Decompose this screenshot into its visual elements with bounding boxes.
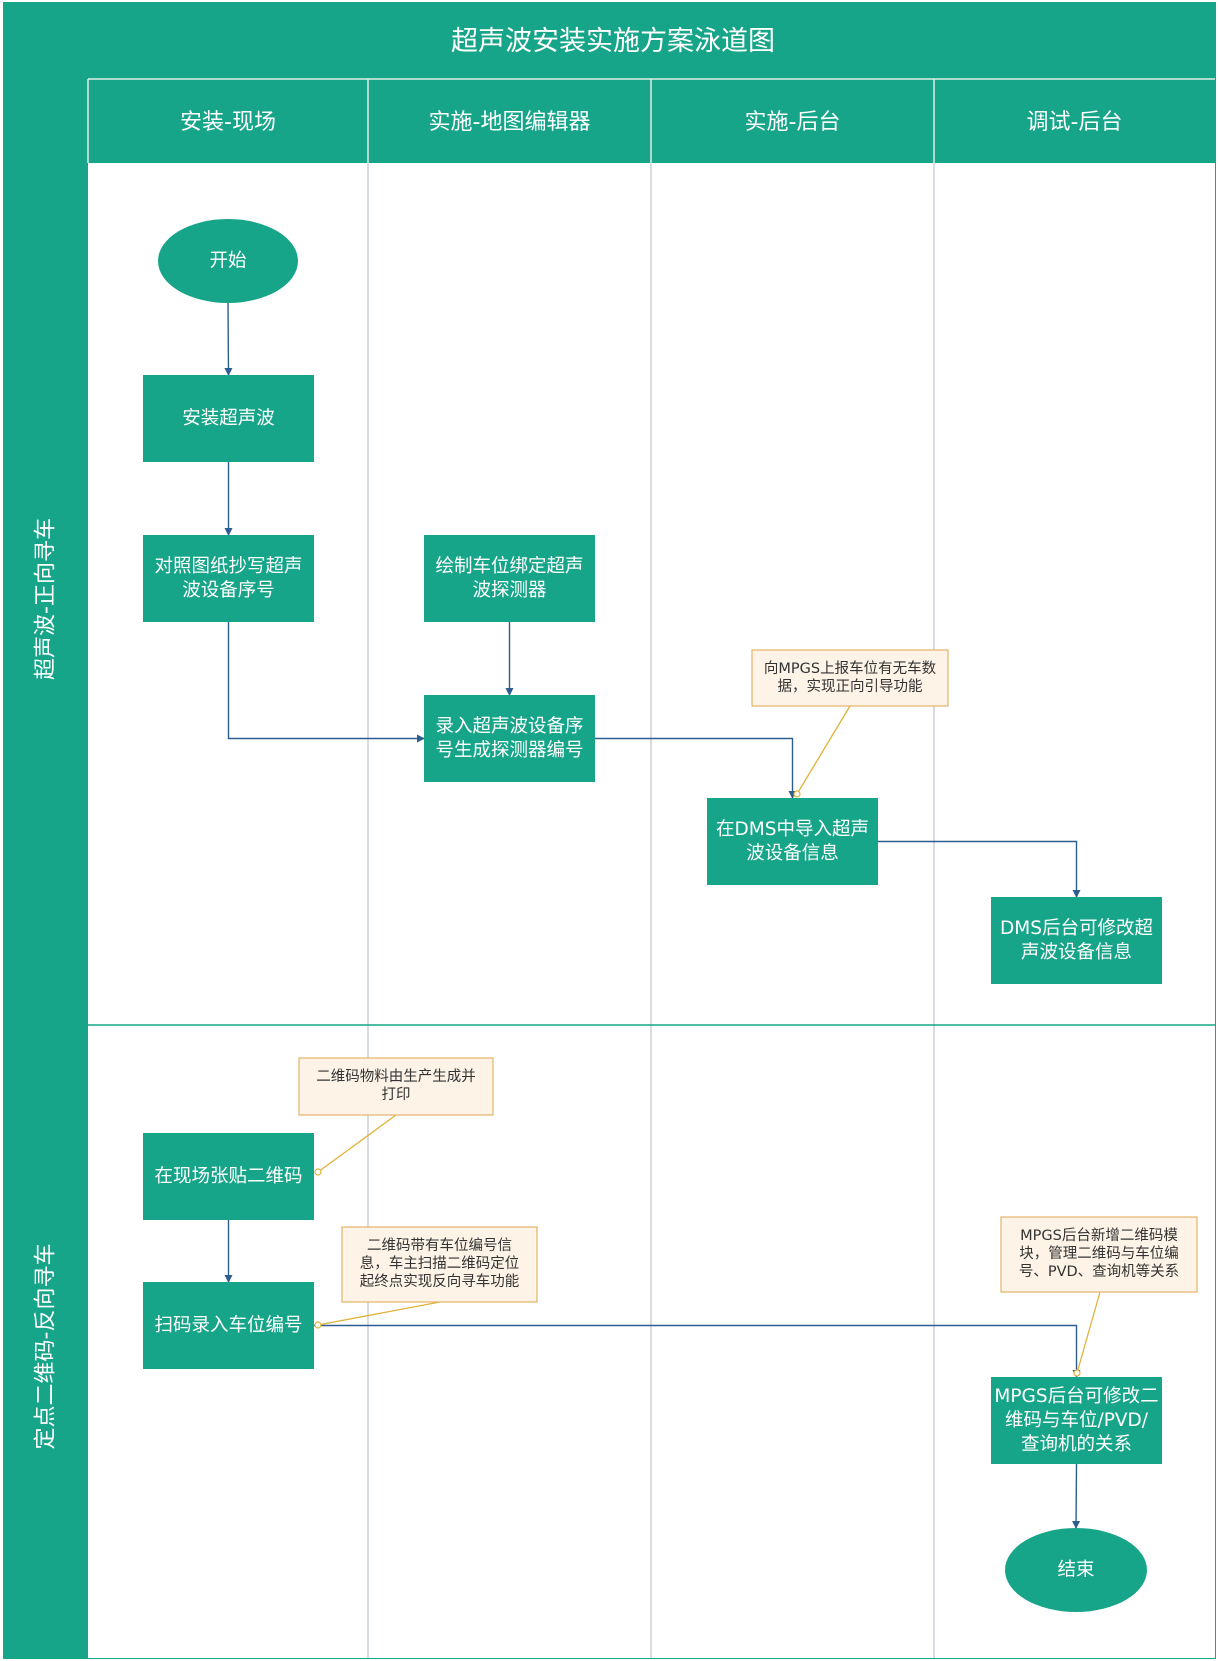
annotation-anchor (314, 1321, 322, 1329)
node-label: 录入超声波设备序 (435, 716, 583, 737)
annotation-text: 号、PVD、查询机等关系 (1019, 1262, 1179, 1280)
node-shape (143, 375, 314, 462)
annotation-text: 打印 (382, 1086, 411, 1103)
node-label: 绘制车位绑定超声 (435, 556, 583, 577)
annotation-text: 二维码带有车位编号信 (367, 1237, 512, 1254)
node-install-ultrasonic: 安装超声波 (143, 375, 314, 462)
node-shape (707, 798, 878, 885)
annotation-box (341, 1226, 538, 1303)
edge-mpgs-modify-to-end (1072, 1463, 1081, 1529)
annotation-link (317, 1114, 397, 1173)
node-shape (424, 535, 595, 622)
node-label: 扫码录入车位编号 (154, 1315, 302, 1336)
node-label: 波设备序号 (182, 580, 275, 601)
column-header-4: 调试-后台 (1027, 110, 1123, 135)
node-shape (1005, 1528, 1147, 1612)
node-label: 对照图纸抄写超声 (154, 556, 302, 577)
node-label: 开始 (209, 251, 246, 272)
annotation-box (298, 1057, 494, 1116)
annotation-box (751, 649, 949, 707)
node-label: 在DMS中导入超声 (716, 819, 869, 840)
annotation-anchor (793, 790, 801, 798)
edge-copy-serial-to-enter-serial (227, 622, 425, 743)
node-end: 结束 (1005, 1528, 1147, 1612)
annotation-box (1000, 1216, 1198, 1293)
node-shape (991, 1377, 1162, 1464)
edge-dms-import-to-dms-modify (878, 840, 1081, 898)
annotation-text: 息，车主扫描二维码定位 (360, 1255, 520, 1272)
node-label: 号生成探测器编号 (435, 740, 583, 761)
row-label-2: 定点二维码-反向寻车 (34, 1244, 59, 1450)
node-shape (158, 219, 298, 303)
annotation-text: 块，管理二维码与车位编 (1019, 1245, 1179, 1262)
annotation-text: 二维码物料由生产生成并 (316, 1068, 476, 1085)
annotation-link (796, 705, 851, 795)
node-shape (143, 1282, 314, 1369)
node-shape (143, 535, 314, 622)
edge-scan-qr-to-mpgs-modify (314, 1324, 1081, 1378)
node-scan-qr: 扫码录入车位编号 (143, 1282, 314, 1369)
annotation-anchor (1073, 1369, 1081, 1377)
node-post-qr: 在现场张贴二维码 (143, 1133, 314, 1220)
node-label: 波探测器 (472, 580, 546, 601)
annotation-link (317, 1301, 441, 1326)
node-label: 维码与车位/PVD/ (1005, 1410, 1149, 1431)
annotation-text: 据，实现正向引导功能 (778, 678, 923, 695)
node-shape (143, 1133, 314, 1220)
diagram-title: 超声波安装实施方案泳道图 (451, 26, 775, 57)
node-shape (991, 897, 1162, 984)
node-label: 结束 (1057, 1560, 1094, 1581)
column-header-3: 实施-后台 (745, 110, 841, 135)
node-shape (424, 695, 595, 782)
annotation-text: 起终点实现反向寻车功能 (360, 1273, 520, 1290)
row-label-1: 超声波-正向寻车 (34, 518, 59, 680)
annotation-link (1076, 1291, 1101, 1374)
edge-enter-serial-to-dms-import (595, 737, 797, 799)
column-header-1: 安装-现场 (180, 110, 276, 135)
annotation-text: 向MPGS上报车位有无车数 (764, 660, 937, 677)
node-start: 开始 (158, 219, 298, 303)
annotation-text: MPGS后台新增二维码模 (1020, 1227, 1178, 1244)
node-label: 安装超声波 (182, 408, 275, 429)
edge-start-to-install-ultrasonic (224, 302, 233, 376)
node-label: MPGS后台可修改二 (994, 1386, 1158, 1407)
node-label: 在现场张贴二维码 (154, 1166, 302, 1187)
node-label: 声波设备信息 (1021, 942, 1132, 963)
annotation-anchor (314, 1168, 322, 1176)
node-label: 查询机的关系 (1021, 1434, 1132, 1455)
column-header-2: 实施-地图编辑器 (429, 110, 591, 135)
node-label: 波设备信息 (746, 843, 839, 864)
node-label: DMS后台可修改超 (1000, 918, 1153, 939)
